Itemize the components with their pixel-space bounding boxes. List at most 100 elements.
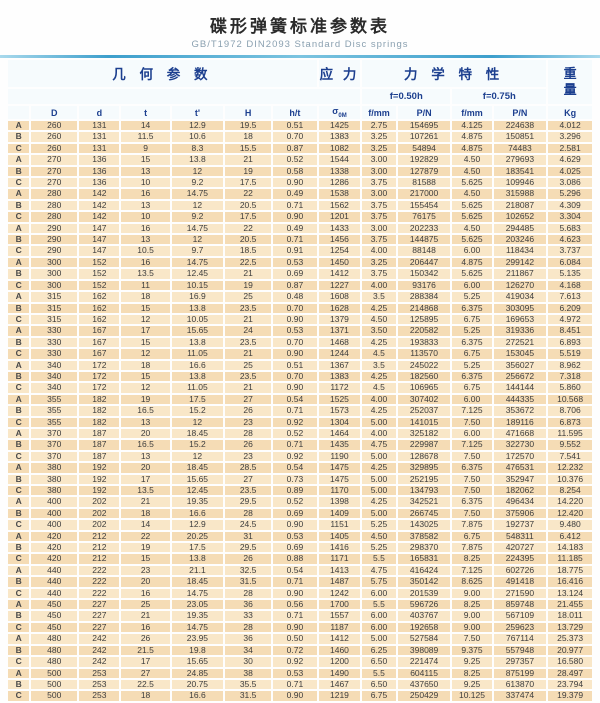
cell-D: 330 <box>31 349 78 359</box>
column-header-h-over-t: h/t <box>273 106 317 119</box>
cell-f-050h: 4.5 <box>362 383 396 393</box>
cell-f-075h: 7.50 <box>452 451 492 462</box>
cell-h-over-t: 0.71 <box>273 679 317 690</box>
cell-series: A <box>8 292 30 302</box>
cell-H: 28.5 <box>225 463 272 473</box>
cell-weight-kg: 14.183 <box>548 543 592 553</box>
cell-sigma-0M: 1371 <box>318 326 361 336</box>
cell-f-050h: 4.00 <box>362 394 396 405</box>
cell-h-over-t: 0.90 <box>273 178 317 188</box>
cell-weight-kg: 12.420 <box>548 508 592 519</box>
cell-d: 136 <box>79 155 120 165</box>
cell-P-075h: 169653 <box>493 314 547 325</box>
cell-P-075h: 183541 <box>493 166 547 177</box>
cell-h-over-t: 0.71 <box>273 406 317 416</box>
group-header-weight: 重 量 <box>548 60 592 104</box>
cell-series: B <box>8 132 30 142</box>
cell-f-075h: 4.50 <box>452 155 492 165</box>
cell-P-075h: 548311 <box>493 531 547 542</box>
cell-h-over-t: 0.58 <box>273 166 317 177</box>
cell-f-075h: 5.625 <box>452 200 492 211</box>
cell-P-075h: 118434 <box>493 246 547 256</box>
cell-weight-kg: 7.613 <box>548 292 592 302</box>
cell-D: 500 <box>31 668 78 678</box>
cell-f-075h: 8.625 <box>452 577 492 587</box>
cell-t: 16 <box>121 257 170 268</box>
cell-D: 300 <box>31 280 78 291</box>
cell-P-075h: 476531 <box>493 463 547 473</box>
cell-P-075h: 352947 <box>493 474 547 484</box>
table-row: C 355 182 13 12 23 0.92 1304 5.00 141015 7.50 18911… <box>8 417 592 427</box>
cell-t: 26 <box>121 634 170 644</box>
cell-d: 162 <box>79 292 120 302</box>
cell-weight-kg: 18.011 <box>548 611 592 621</box>
cell-d: 253 <box>79 691 120 701</box>
table-row: B 260 131 11.5 10.6 18 0.70 1383 3.25 107261 4.875… <box>8 132 592 142</box>
cell-t-prime: 10.15 <box>171 280 224 291</box>
cell-h-over-t: 0.71 <box>273 577 317 587</box>
cell-P-050h: 76175 <box>397 212 451 222</box>
cell-d: 172 <box>79 360 120 370</box>
cell-series: B <box>8 645 30 656</box>
cell-f-050h: 4.50 <box>362 314 396 325</box>
cell-P-075h: 126270 <box>493 280 547 291</box>
cell-f-050h: 4.5 <box>362 349 396 359</box>
cell-t: 16.5 <box>121 406 170 416</box>
cell-series: B <box>8 371 30 382</box>
cell-h-over-t: 0.89 <box>273 486 317 496</box>
cell-f-075h: 9.00 <box>452 622 492 633</box>
cell-f-075h: 4.875 <box>452 143 492 154</box>
cell-D: 355 <box>31 406 78 416</box>
table-row: C 480 242 17 15.65 30 0.92 1200 6.50 221474 9.25 29… <box>8 657 592 667</box>
cell-P-075h: 102652 <box>493 212 547 222</box>
cell-P-050h: 437650 <box>397 679 451 690</box>
cell-h-over-t: 0.71 <box>273 611 317 621</box>
cell-t: 16 <box>121 223 170 234</box>
cell-H: 22 <box>225 223 272 234</box>
cell-weight-kg: 13.124 <box>548 588 592 599</box>
cell-P-075h: 297357 <box>493 657 547 667</box>
cell-P-050h: 154695 <box>397 121 451 131</box>
cell-D: 290 <box>31 223 78 234</box>
cell-f-075h: 5.625 <box>452 235 492 245</box>
cell-D: 440 <box>31 588 78 599</box>
cell-P-075h: 375906 <box>493 508 547 519</box>
table-row: A 450 227 25 23.05 36 0.56 1700 5.5 596726 8.25 859… <box>8 600 592 610</box>
cell-f-050h: 4.75 <box>362 565 396 576</box>
table-row: B 500 253 22.5 20.75 35.5 0.71 1467 6.50 437650 9.… <box>8 679 592 690</box>
cell-D: 380 <box>31 486 78 496</box>
cell-h-over-t: 0.49 <box>273 189 317 199</box>
cell-d: 253 <box>79 668 120 678</box>
cell-sigma-0M: 1435 <box>318 440 361 450</box>
cell-P-050h: 378582 <box>397 531 451 542</box>
cell-t-prime: 18.45 <box>171 428 224 439</box>
title-block: 碟形弹簧标准参数表 GB/T1972 DIN2093 Standard Disc… <box>0 0 600 50</box>
cell-t: 12 <box>121 314 170 325</box>
cell-t-prime: 8.3 <box>171 143 224 154</box>
cell-h-over-t: 0.90 <box>273 622 317 633</box>
cell-D: 400 <box>31 520 78 530</box>
table-row: C 330 167 12 11.05 21 0.90 1244 4.5 113570 6.75 153… <box>8 349 592 359</box>
cell-f-050h: 3.5 <box>362 360 396 370</box>
cell-D: 260 <box>31 143 78 154</box>
cell-weight-kg: 8.254 <box>548 486 592 496</box>
cell-f-050h: 3.00 <box>362 189 396 199</box>
cell-d: 182 <box>79 417 120 427</box>
table-row: A 440 222 23 21.1 32.5 0.54 1413 4.75 416424 7.125… <box>8 565 592 576</box>
cell-h-over-t: 0.69 <box>273 508 317 519</box>
cell-series: A <box>8 463 30 473</box>
table-row: A 315 162 18 16.9 25 0.48 1608 3.5 288384 5.25 4190… <box>8 292 592 302</box>
cell-weight-kg: 9.480 <box>548 520 592 530</box>
cell-series: C <box>8 554 30 564</box>
cell-series: B <box>8 406 30 416</box>
cell-d: 212 <box>79 543 120 553</box>
cell-f-075h: 6.00 <box>452 394 492 405</box>
cell-P-075h: 74483 <box>493 143 547 154</box>
cell-D: 380 <box>31 463 78 473</box>
cell-D: 370 <box>31 428 78 439</box>
cell-sigma-0M: 1544 <box>318 155 361 165</box>
cell-h-over-t: 0.92 <box>273 417 317 427</box>
cell-series: C <box>8 212 30 222</box>
cell-f-050h: 6.00 <box>362 611 396 621</box>
